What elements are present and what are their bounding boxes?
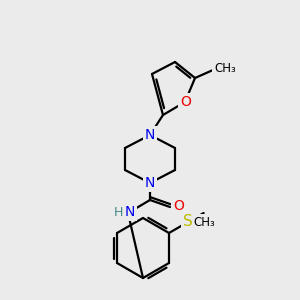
Text: O: O	[174, 199, 184, 213]
Text: N: N	[145, 176, 155, 190]
Text: O: O	[181, 95, 191, 109]
Text: N: N	[125, 205, 135, 219]
Text: CH₃: CH₃	[214, 62, 236, 76]
Text: CH₃: CH₃	[194, 215, 215, 229]
Text: N: N	[145, 128, 155, 142]
Text: S: S	[183, 214, 193, 230]
Text: H: H	[113, 206, 123, 218]
